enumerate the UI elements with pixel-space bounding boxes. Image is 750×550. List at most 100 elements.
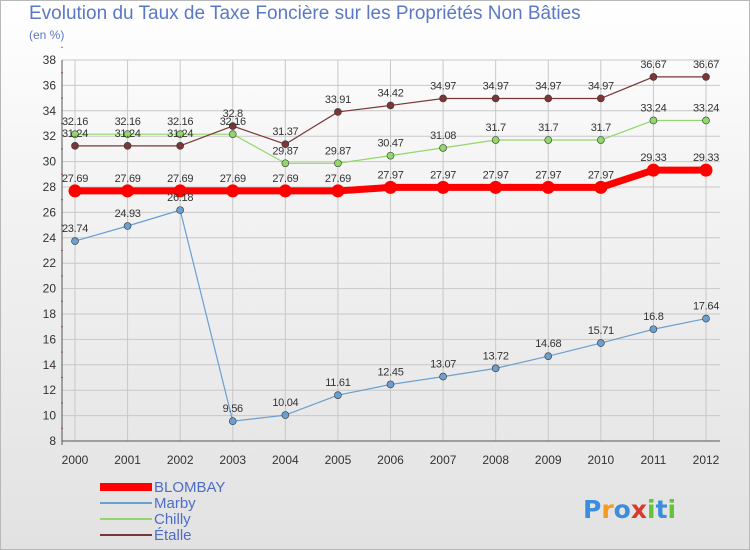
y-tick-label: 28 bbox=[43, 180, 57, 194]
data-point-chilly bbox=[544, 136, 553, 144]
data-point-chilly bbox=[123, 130, 132, 138]
data-point-marby bbox=[71, 237, 79, 245]
data-point-chilly bbox=[176, 130, 184, 138]
data-point-chilly bbox=[649, 116, 658, 125]
y-tick-label: 30 bbox=[43, 155, 57, 169]
data-point-talle bbox=[702, 73, 710, 81]
x-tick-label: 2006 bbox=[377, 453, 404, 467]
x-tick-label: 2004 bbox=[272, 453, 299, 467]
data-point-blombay bbox=[121, 184, 135, 198]
data-label-chilly: 32.16 bbox=[220, 116, 246, 128]
data-label-talle: 34.42 bbox=[377, 87, 403, 99]
y-tick-label: 26 bbox=[43, 205, 57, 219]
data-label-blombay: 29.33 bbox=[693, 152, 719, 164]
y-tick-label: 32 bbox=[43, 129, 57, 143]
data-point-blombay bbox=[173, 184, 187, 198]
data-point-marby bbox=[228, 417, 237, 425]
data-point-blombay bbox=[226, 184, 240, 198]
data-label-chilly: 32.16 bbox=[167, 116, 193, 128]
data-point-blombay bbox=[331, 184, 345, 198]
chart-title: Evolution du Taux de Taxe Foncière sur l… bbox=[29, 3, 581, 24]
y-tick-label: 34 bbox=[43, 104, 57, 118]
data-point-marby bbox=[439, 372, 447, 381]
data-label-talle: 34.97 bbox=[430, 80, 456, 92]
data-label-marby: 10.04 bbox=[272, 397, 298, 409]
data-point-blombay bbox=[541, 180, 555, 194]
data-label-talle: 31.37 bbox=[272, 126, 298, 138]
data-label-marby: 24.93 bbox=[115, 208, 141, 220]
data-point-marby bbox=[386, 380, 395, 389]
data-label-chilly: 31.7 bbox=[538, 122, 558, 134]
y-tick-label: 18 bbox=[43, 307, 57, 321]
data-label-blombay: 27.97 bbox=[430, 169, 456, 181]
data-label-blombay: 27.97 bbox=[588, 169, 614, 181]
data-point-marby bbox=[649, 325, 658, 334]
data-point-talle bbox=[176, 142, 184, 150]
data-label-talle: 33.91 bbox=[325, 94, 351, 106]
data-label-marby: 11.61 bbox=[325, 377, 350, 389]
x-tick-label: 2003 bbox=[219, 453, 246, 467]
data-point-marby bbox=[491, 364, 500, 373]
data-point-blombay bbox=[436, 180, 450, 194]
data-point-marby bbox=[334, 391, 342, 399]
y-tick-label: 38 bbox=[43, 53, 57, 67]
data-point-marby bbox=[597, 339, 605, 347]
y-tick-label: 10 bbox=[43, 409, 57, 423]
x-tick-label: 2001 bbox=[114, 453, 141, 467]
data-point-talle bbox=[491, 94, 500, 103]
data-point-talle bbox=[71, 142, 79, 150]
legend-label-marby: Marby bbox=[154, 495, 196, 512]
data-point-chilly bbox=[281, 159, 290, 168]
y-tick-label: 20 bbox=[43, 282, 57, 296]
data-label-talle: 31.24 bbox=[167, 128, 193, 140]
x-tick-label: 2010 bbox=[587, 453, 614, 467]
data-point-marby bbox=[176, 206, 184, 214]
data-point-marby bbox=[702, 314, 710, 323]
x-tick-label: 2008 bbox=[482, 453, 509, 467]
data-label-blombay: 27.97 bbox=[483, 169, 509, 181]
x-tick-label: 2005 bbox=[325, 453, 352, 467]
data-label-chilly: 33.24 bbox=[640, 102, 666, 114]
data-point-chilly bbox=[702, 116, 710, 125]
data-point-talle bbox=[386, 101, 395, 110]
data-label-chilly: 32.16 bbox=[62, 116, 88, 128]
data-label-chilly: 31.08 bbox=[430, 130, 456, 142]
data-point-talle bbox=[649, 73, 658, 81]
data-label-blombay: 27.69 bbox=[220, 173, 246, 185]
data-label-chilly: 31.7 bbox=[591, 122, 611, 134]
data-point-blombay bbox=[699, 163, 713, 177]
data-label-blombay: 27.69 bbox=[272, 173, 298, 185]
data-point-blombay bbox=[384, 180, 397, 194]
data-label-marby: 9.56 bbox=[223, 403, 243, 415]
data-label-talle: 32.8 bbox=[223, 108, 243, 120]
y-tick-label: 12 bbox=[43, 383, 57, 397]
data-label-chilly: 29.87 bbox=[272, 145, 298, 157]
data-point-chilly bbox=[439, 144, 447, 152]
x-tick-label: 2000 bbox=[62, 453, 89, 467]
data-label-marby: 14.68 bbox=[535, 338, 561, 350]
data-point-marby bbox=[544, 352, 553, 360]
data-label-marby: 26.18 bbox=[167, 192, 193, 204]
data-point-blombay bbox=[68, 184, 82, 198]
x-tick-label: 2002 bbox=[167, 453, 194, 467]
data-label-blombay: 29.33 bbox=[640, 152, 666, 164]
data-point-talle bbox=[228, 122, 237, 130]
x-tick-label: 2012 bbox=[693, 453, 720, 467]
data-label-talle: 31.24 bbox=[62, 128, 88, 140]
data-label-blombay: 27.69 bbox=[62, 173, 88, 185]
data-label-blombay: 27.69 bbox=[115, 173, 141, 185]
data-point-talle bbox=[597, 94, 605, 103]
data-label-talle: 34.97 bbox=[483, 80, 509, 92]
data-point-blombay bbox=[594, 180, 608, 194]
data-label-chilly: 29.87 bbox=[325, 145, 351, 157]
data-point-chilly bbox=[334, 159, 342, 168]
y-tick-label: 16 bbox=[43, 332, 57, 346]
data-point-chilly bbox=[597, 136, 605, 144]
x-tick-label: 2009 bbox=[535, 453, 562, 467]
data-label-chilly: 31.7 bbox=[486, 122, 506, 134]
data-label-blombay: 27.97 bbox=[535, 169, 561, 181]
data-point-talle bbox=[544, 94, 553, 103]
y-tick-label: 8 bbox=[49, 434, 56, 448]
